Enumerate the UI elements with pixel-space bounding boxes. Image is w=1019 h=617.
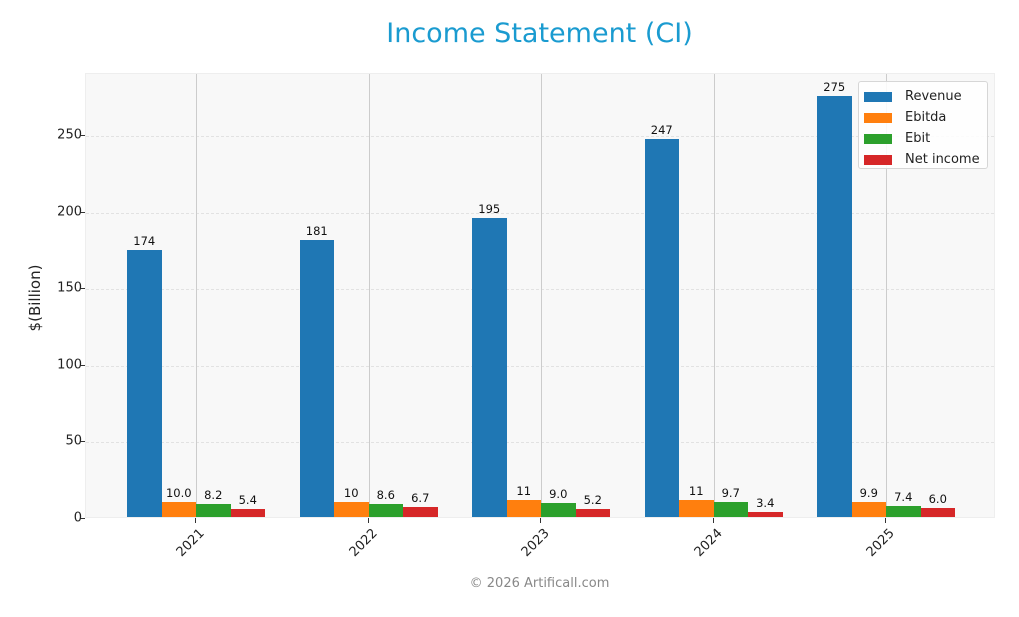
y-tick-label: 0 <box>73 510 82 526</box>
vertical-gridline <box>713 74 715 517</box>
bar-net-income-2022[interactable] <box>403 506 438 517</box>
x-tick-mark <box>885 518 886 523</box>
bar-revenue-2024[interactable] <box>644 138 679 517</box>
legend-item-net-income[interactable]: Net income <box>864 149 987 170</box>
bar-value-label: 181 <box>305 223 328 238</box>
legend-label: Ebitda <box>905 110 947 125</box>
legend-item-ebit[interactable]: Ebit <box>864 128 987 149</box>
x-tick-label: 2023 <box>518 526 553 561</box>
bar-ebitda-2024[interactable] <box>679 500 714 517</box>
vertical-gridline <box>886 74 887 517</box>
bar-ebit-2025[interactable] <box>886 505 921 517</box>
bar-revenue-2021[interactable] <box>127 250 162 517</box>
bar-net-income-2024[interactable] <box>748 511 783 517</box>
legend: Revenue Ebitda Ebit Net income <box>858 81 988 169</box>
y-tick-label: 200 <box>57 204 82 220</box>
y-tick-mark <box>80 441 85 443</box>
x-tick-label: 2025 <box>863 526 898 561</box>
x-tick-label: 2022 <box>346 526 381 561</box>
x-tick-mark <box>367 518 369 523</box>
chart-title: Income Statement (CI) <box>386 18 693 49</box>
bar-ebitda-2023[interactable] <box>506 500 541 517</box>
bar-revenue-2022[interactable] <box>299 239 334 517</box>
bar-ebit-2024[interactable] <box>713 502 748 517</box>
bar-value-label: 6.7 <box>411 490 430 505</box>
bar-value-label: 10.0 <box>165 485 192 500</box>
bar-ebitda-2025[interactable] <box>851 501 886 517</box>
legend-label: Ebit <box>905 131 931 146</box>
bar-ebit-2022[interactable] <box>368 503 403 517</box>
bar-value-label: 6.0 <box>928 491 947 506</box>
bar-value-label: 247 <box>650 122 673 137</box>
vertical-gridline <box>196 74 197 517</box>
bar-ebitda-2022[interactable] <box>334 501 369 517</box>
horizontal-gridline <box>86 212 994 214</box>
horizontal-gridline <box>86 289 994 291</box>
legend-item-revenue[interactable]: Revenue <box>864 86 987 107</box>
bar-value-label: 10 <box>343 485 359 500</box>
bar-value-label: 5.4 <box>238 492 257 507</box>
x-tick-mark <box>712 518 714 523</box>
bar-value-label: 3.4 <box>756 495 775 510</box>
y-axis-label: $(Billion) <box>26 264 44 332</box>
horizontal-gridline <box>86 365 994 367</box>
x-tick-label: 2024 <box>691 526 726 561</box>
bar-value-label: 8.2 <box>204 488 223 503</box>
legend-label: Revenue <box>905 89 962 104</box>
legend-swatch-icon <box>864 91 892 102</box>
plot-area: 174 10.0 8.2 5.4 181 10 8.6 6.7 195 11 9.0 5.2 247 11… <box>85 73 995 518</box>
bar-ebit-2023[interactable] <box>541 503 576 517</box>
vertical-gridline <box>541 74 542 517</box>
bar-value-label: 9.0 <box>549 487 568 502</box>
bar-value-label: 8.6 <box>376 487 395 502</box>
x-tick-mark <box>540 518 541 523</box>
bar-net-income-2025[interactable] <box>920 507 955 517</box>
bar-value-label: 11 <box>516 484 532 499</box>
bar-value-label: 11 <box>688 484 704 499</box>
bar-value-label: 9.9 <box>859 485 878 500</box>
y-tick-label: 100 <box>57 357 82 373</box>
bar-revenue-2025[interactable] <box>817 95 852 517</box>
bar-revenue-2023[interactable] <box>472 218 507 517</box>
legend-label: Net income <box>905 152 980 167</box>
legend-swatch-icon <box>864 112 892 123</box>
x-tick-label: 2021 <box>173 526 208 561</box>
copyright-footer: © 2026 Artificall.com <box>469 576 610 591</box>
bar-ebitda-2021[interactable] <box>161 501 196 517</box>
bar-value-label: 195 <box>478 202 501 217</box>
x-tick-mark <box>195 518 196 523</box>
bar-ebit-2021[interactable] <box>196 504 231 517</box>
legend-swatch-icon <box>864 133 892 144</box>
bar-value-label: 9.7 <box>721 486 740 501</box>
bar-net-income-2021[interactable] <box>230 508 265 517</box>
bar-value-label: 7.4 <box>894 489 913 504</box>
legend-item-ebitda[interactable]: Ebitda <box>864 107 987 128</box>
legend-swatch-icon <box>864 154 892 165</box>
y-tick-mark <box>80 211 85 213</box>
y-tick-label: 150 <box>57 280 82 296</box>
horizontal-gridline <box>86 136 994 137</box>
y-tick-mark <box>80 518 85 519</box>
bar-value-label: 275 <box>823 79 846 94</box>
y-tick-mark <box>80 288 85 290</box>
y-tick-mark <box>80 364 85 366</box>
bar-value-label: 174 <box>133 234 156 249</box>
horizontal-gridline <box>86 442 994 444</box>
y-tick-mark <box>80 135 85 136</box>
y-tick-label: 50 <box>65 433 82 449</box>
bar-value-label: 5.2 <box>583 493 602 508</box>
vertical-gridline <box>368 74 370 517</box>
bar-net-income-2023[interactable] <box>575 509 610 517</box>
y-tick-label: 250 <box>57 127 82 143</box>
